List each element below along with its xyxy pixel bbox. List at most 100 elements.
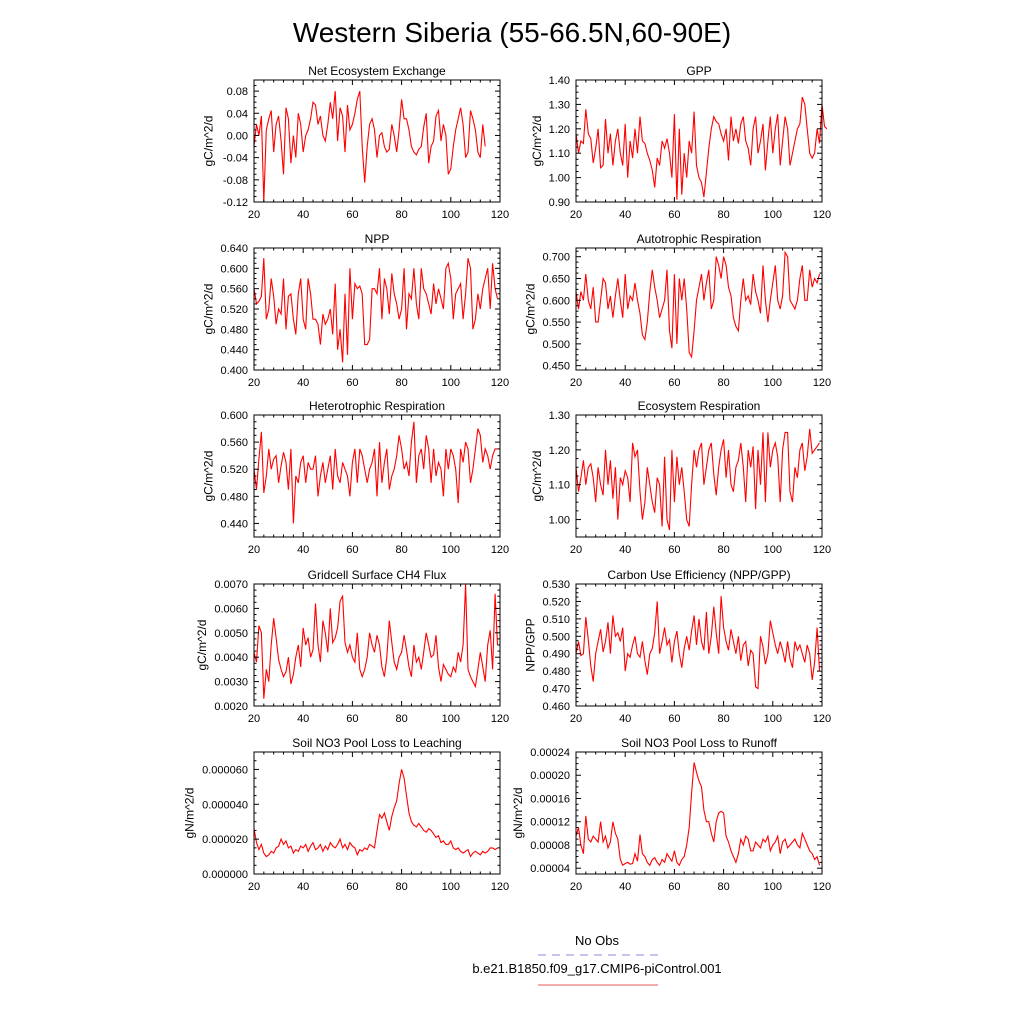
x-tick-label: 60 <box>346 544 358 556</box>
x-tick-label: 80 <box>395 713 407 725</box>
y-tick-label: 0.490 <box>542 649 570 661</box>
y-tick-label: 0.00012 <box>530 817 570 829</box>
y-tick-label: 0.0030 <box>214 677 248 689</box>
chart-title: Carbon Use Efficiency (NPP/GPP) <box>607 568 790 582</box>
y-axis-label: gC/m^2/d <box>524 284 538 335</box>
y-tick-label: 0.480 <box>220 491 248 503</box>
chart-title: Ecosystem Respiration <box>638 399 761 413</box>
y-tick-label: 0.00016 <box>530 793 570 805</box>
x-tick-label: 20 <box>570 544 582 556</box>
y-tick-label: 0.0060 <box>214 603 248 615</box>
series-line <box>575 96 828 200</box>
x-tick-label: 60 <box>346 377 358 389</box>
x-tick-label: 60 <box>668 544 680 556</box>
legend: No Obs b.e21.B1850.f09_g17.CMIP6-piContr… <box>472 933 722 986</box>
x-tick-label: 100 <box>764 713 782 725</box>
chart-title: GPP <box>686 64 711 78</box>
y-tick-label: 0.000020 <box>202 834 248 846</box>
x-tick-label: 80 <box>395 377 407 389</box>
y-tick-label: 0.90 <box>549 197 570 209</box>
y-tick-label: -0.04 <box>223 153 248 165</box>
x-tick-label: 100 <box>442 377 460 389</box>
x-tick-label: 60 <box>668 713 680 725</box>
x-tick-label: 40 <box>619 713 631 725</box>
y-tick-label: 1.10 <box>549 480 570 492</box>
x-tick-label: 100 <box>764 544 782 556</box>
chart-title: Heterotrophic Respiration <box>309 399 445 413</box>
y-axis-label: gC/m^2/d <box>202 451 216 502</box>
x-tick-label: 60 <box>668 209 680 221</box>
chart-autotrophic-respiration: Autotrophic Respiration 20 40 60 80 100 120 0.4… <box>524 232 832 389</box>
y-tick-label: -0.08 <box>223 175 248 187</box>
plot-frame <box>575 79 823 203</box>
y-tick-label: 0.0020 <box>214 701 248 713</box>
x-tick-label: 40 <box>297 377 309 389</box>
y-tick-label: 0.00008 <box>530 840 570 852</box>
y-tick-label: 1.30 <box>549 410 570 422</box>
plot-frame <box>253 79 501 203</box>
x-tick-label: 40 <box>619 377 631 389</box>
y-tick-label: 0.0050 <box>214 628 248 640</box>
plot-frame <box>575 583 823 707</box>
x-tick-label: 100 <box>442 881 460 893</box>
chart-title: NPP <box>365 232 390 246</box>
y-tick-label: 0.520 <box>220 304 248 316</box>
y-tick-label: 0.700 <box>542 252 570 264</box>
y-tick-label: 0.640 <box>220 243 248 255</box>
x-tick-label: 120 <box>813 377 831 389</box>
x-tick-label: 80 <box>717 881 729 893</box>
y-tick-label: 0.560 <box>220 284 248 296</box>
y-axis-label: gN/m^2/d <box>183 788 197 839</box>
y-tick-label: 1.40 <box>549 75 570 87</box>
chart-title: Soil NO3 Pool Loss to Runoff <box>621 736 778 750</box>
y-tick-label: 0.440 <box>220 518 248 530</box>
chart-panels: Net Ecosystem Exchange 20 40 60 80 100 120 -0.1… <box>183 64 832 893</box>
y-tick-label: 1.30 <box>549 99 570 111</box>
chart-title: Autotrophic Respiration <box>637 232 762 246</box>
series-line <box>253 769 498 858</box>
x-tick-label: 20 <box>570 713 582 725</box>
series-line <box>253 90 486 203</box>
x-tick-label: 80 <box>717 713 729 725</box>
y-tick-label: 0.470 <box>542 684 570 696</box>
series-line <box>253 258 499 363</box>
x-tick-label: 40 <box>619 209 631 221</box>
y-tick-label: 0.04 <box>227 108 248 120</box>
y-tick-label: 1.10 <box>549 148 570 160</box>
x-tick-label: 60 <box>346 209 358 221</box>
y-axis-label: gC/m^2/d <box>202 116 216 167</box>
y-tick-label: 0.000000 <box>202 869 248 881</box>
y-axis-label: gC/m^2/d <box>530 451 544 502</box>
x-tick-label: 20 <box>248 377 260 389</box>
y-axis-label: NPP/GPP <box>524 618 538 671</box>
x-tick-label: 100 <box>764 209 782 221</box>
x-tick-label: 100 <box>442 544 460 556</box>
series-line <box>575 250 821 359</box>
chart-ecosystem-respiration: Ecosystem Respiration 20 40 60 80 100 120 1.00 1… <box>530 399 831 556</box>
y-tick-label: 0.0070 <box>214 579 248 591</box>
chart-gridcell-surface-ch4-flux: Gridcell Surface CH4 Flux 20 40 60 80 100 120 0… <box>195 568 509 725</box>
plot-frame <box>575 247 823 371</box>
y-tick-label: 0.550 <box>542 317 570 329</box>
x-tick-label: 120 <box>491 713 509 725</box>
x-tick-label: 80 <box>395 881 407 893</box>
series-line <box>575 762 821 867</box>
y-tick-label: 0.560 <box>220 437 248 449</box>
y-tick-label: 0.00024 <box>530 747 570 759</box>
x-tick-label: 60 <box>346 713 358 725</box>
y-tick-label: 0.460 <box>542 701 570 713</box>
chart-heterotrophic-respiration: Heterotrophic Respiration 20 40 60 80 100 120 0… <box>202 399 510 556</box>
x-tick-label: 20 <box>570 377 582 389</box>
y-tick-label: 0.520 <box>220 464 248 476</box>
y-tick-label: -0.12 <box>223 197 248 209</box>
x-tick-label: 20 <box>570 881 582 893</box>
y-tick-label: 0.480 <box>542 666 570 678</box>
y-tick-label: 0.500 <box>542 339 570 351</box>
y-tick-label: 0.440 <box>220 345 248 357</box>
y-tick-label: 0.08 <box>227 86 248 98</box>
y-tick-label: 1.20 <box>549 445 570 457</box>
x-tick-label: 80 <box>395 209 407 221</box>
y-tick-label: 1.00 <box>549 515 570 527</box>
x-tick-label: 40 <box>297 881 309 893</box>
